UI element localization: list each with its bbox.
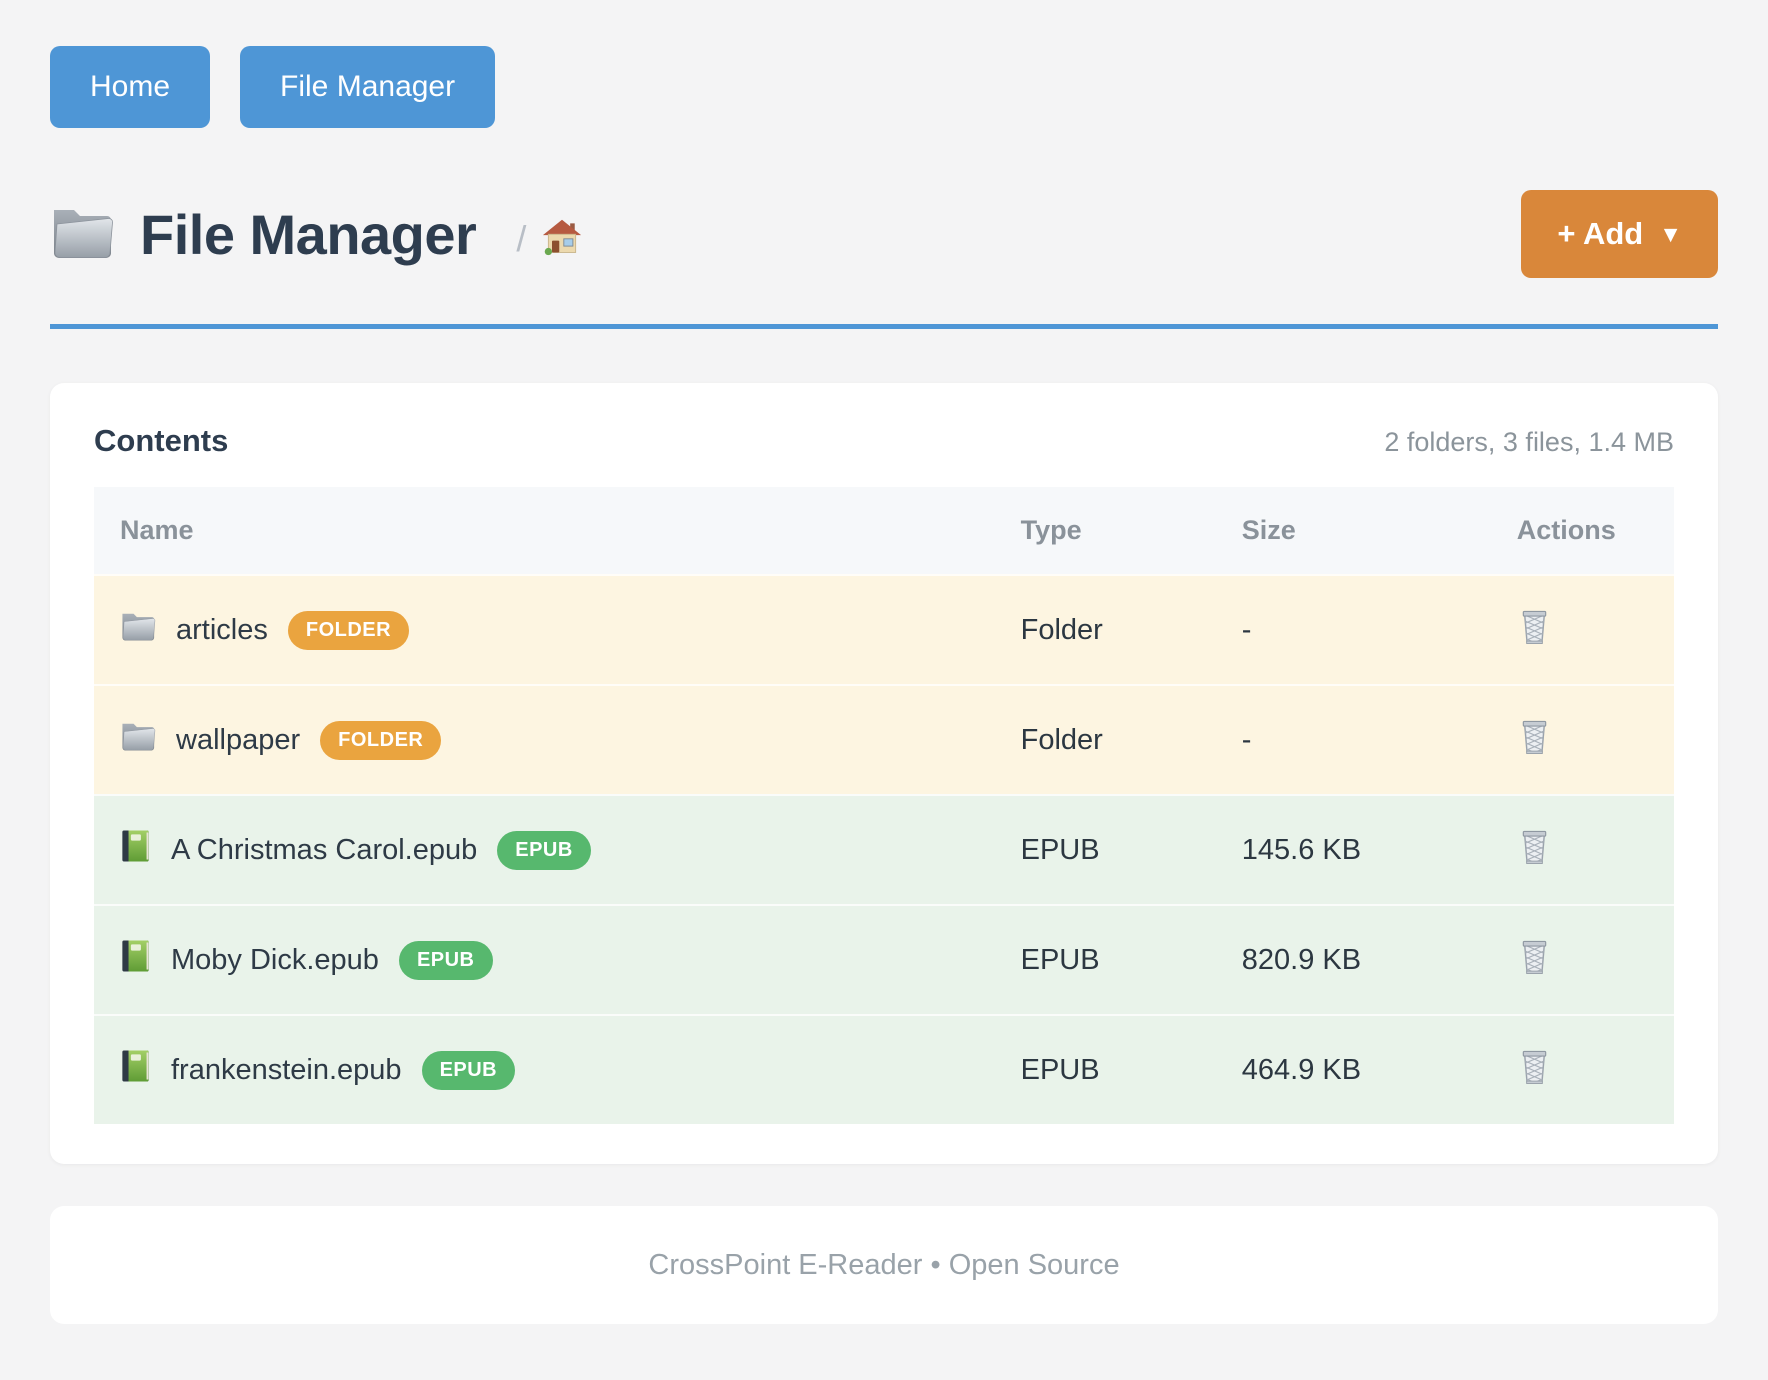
trash-icon [1517,937,1552,979]
folder-icon [120,611,156,649]
file-type: EPUB [994,904,1216,1014]
file-name[interactable]: Moby Dick.epub [171,943,379,976]
table-row[interactable]: frankenstein.epub EPUB EPUB 464.9 KB [94,1014,1674,1124]
folder-icon [50,205,114,264]
table-row[interactable]: wallpaper FOLDER Folder - [94,684,1674,794]
contents-card-header: Contents 2 folders, 3 files, 1.4 MB [94,423,1674,459]
header-divider [50,324,1718,329]
add-button[interactable]: + Add ▼ [1521,190,1718,278]
type-badge: FOLDER [287,610,410,650]
chevron-down-icon: ▼ [1659,220,1682,247]
nav-button-file-manager[interactable]: File Manager [240,46,496,128]
trash-icon [1517,607,1552,649]
file-type: EPUB [994,794,1216,904]
table-row[interactable]: Moby Dick.epub EPUB EPUB 820.9 KB [94,904,1674,1014]
green-book-icon [120,1049,151,1091]
column-header-size: Size [1215,487,1453,574]
file-type: Folder [994,574,1216,684]
column-header-actions: Actions [1452,487,1674,574]
file-name[interactable]: articles [176,613,268,646]
delete-button[interactable] [1517,1047,1552,1089]
file-type: EPUB [994,1014,1216,1124]
column-header-name: Name [94,487,995,574]
trash-icon [1517,717,1552,759]
type-badge: EPUB [398,940,493,980]
breadcrumb: / [516,217,582,262]
breadcrumb-separator: / [516,218,527,259]
column-header-type: Type [994,487,1216,574]
file-size: - [1215,684,1453,794]
file-size: 464.9 KB [1215,1014,1453,1124]
page-title-wrap: File Manager / [50,202,582,267]
type-badge: EPUB [421,1050,516,1090]
delete-button[interactable] [1517,717,1552,759]
file-name[interactable]: frankenstein.epub [171,1053,402,1086]
file-size: - [1215,574,1453,684]
green-book-icon [120,829,151,871]
table-row[interactable]: A Christmas Carol.epub EPUB EPUB 145.6 K… [94,794,1674,904]
file-name[interactable]: wallpaper [176,723,301,756]
footer: CrossPoint E-Reader • Open Source [50,1206,1718,1324]
contents-table-body: articles FOLDER Folder - [94,574,1674,1124]
delete-button[interactable] [1517,827,1552,869]
type-badge: EPUB [497,830,591,870]
page-header: File Manager / + Add ▼ [50,190,1718,278]
page-title: File Manager [140,202,477,266]
file-size: 145.6 KB [1215,794,1453,904]
contents-card: Contents 2 folders, 3 files, 1.4 MB Name… [50,383,1718,1164]
file-size: 820.9 KB [1215,904,1453,1014]
contents-heading: Contents [94,423,229,458]
add-button-label: + Add [1557,216,1644,251]
file-name[interactable]: A Christmas Carol.epub [171,833,478,866]
trash-icon [1517,827,1552,869]
top-nav: Home File Manager [0,0,1768,128]
table-row[interactable]: articles FOLDER Folder - [94,574,1674,684]
nav-button-home[interactable]: Home [50,46,211,128]
file-type: Folder [994,684,1216,794]
folder-icon [120,721,156,759]
contents-table: Name Type Size Actions articles FOLDER [94,487,1674,1124]
green-book-icon [120,939,151,981]
house-icon[interactable] [542,217,582,262]
type-badge: FOLDER [320,720,442,760]
footer-text: CrossPoint E-Reader • Open Source [648,1248,1120,1281]
delete-button[interactable] [1517,607,1552,649]
delete-button[interactable] [1517,937,1552,979]
table-header-row: Name Type Size Actions [94,487,1674,574]
trash-icon [1517,1047,1552,1089]
contents-summary: 2 folders, 3 files, 1.4 MB [1384,427,1674,457]
